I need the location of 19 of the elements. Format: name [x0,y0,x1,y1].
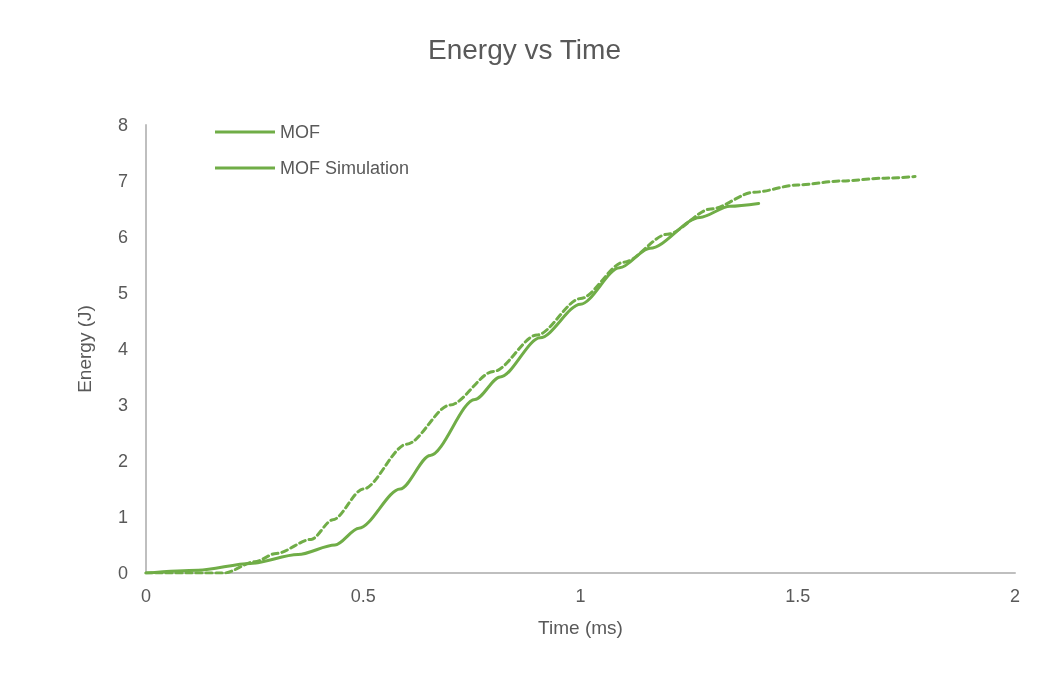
y-tick-label: 1 [117,507,128,527]
x-axis-title: Time (ms) [538,617,623,638]
y-tick-label: 2 [117,451,128,471]
y-tick-label: 8 [117,115,128,135]
x-tick-label: 2 [1009,586,1021,606]
y-tick-label: 6 [117,227,128,247]
y-tick-label: 3 [117,395,128,415]
x-tick-label: 0.5 [350,586,376,606]
y-axis-title: Energy (J) [74,305,95,393]
x-tick-label: 1.5 [785,586,811,606]
y-tick-label: 5 [117,283,128,303]
chart-title: Energy vs Time [428,33,621,65]
legend-label: MOF Simulation [280,158,410,178]
x-tick-label: 0 [140,586,152,606]
y-tick-label: 7 [117,171,128,191]
y-tick-label: 0 [117,563,128,583]
legend-label: MOF [280,122,320,142]
x-tick-label: 1 [575,586,586,606]
y-tick-label: 4 [117,339,128,359]
